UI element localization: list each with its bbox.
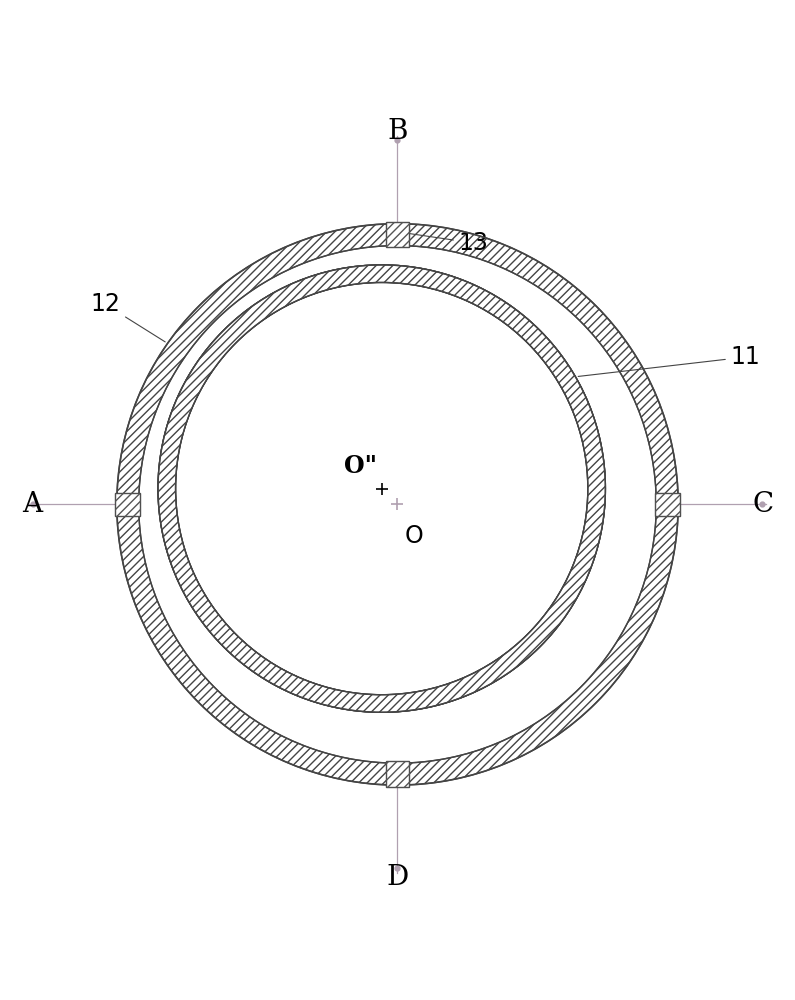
PathPatch shape — [117, 224, 678, 785]
Text: O: O — [405, 524, 423, 548]
Text: D: D — [386, 864, 409, 891]
FancyBboxPatch shape — [654, 493, 680, 516]
PathPatch shape — [158, 265, 605, 712]
Circle shape — [176, 283, 587, 694]
Text: 13: 13 — [405, 231, 489, 255]
Text: A: A — [22, 491, 42, 518]
Text: 11: 11 — [578, 345, 761, 376]
Text: O": O" — [344, 454, 378, 478]
Circle shape — [140, 247, 655, 762]
Text: C: C — [753, 491, 774, 518]
Text: 12: 12 — [91, 292, 165, 342]
FancyBboxPatch shape — [115, 493, 141, 516]
Text: B: B — [387, 118, 408, 145]
PathPatch shape — [158, 265, 605, 712]
FancyBboxPatch shape — [386, 761, 409, 787]
FancyBboxPatch shape — [386, 222, 409, 247]
